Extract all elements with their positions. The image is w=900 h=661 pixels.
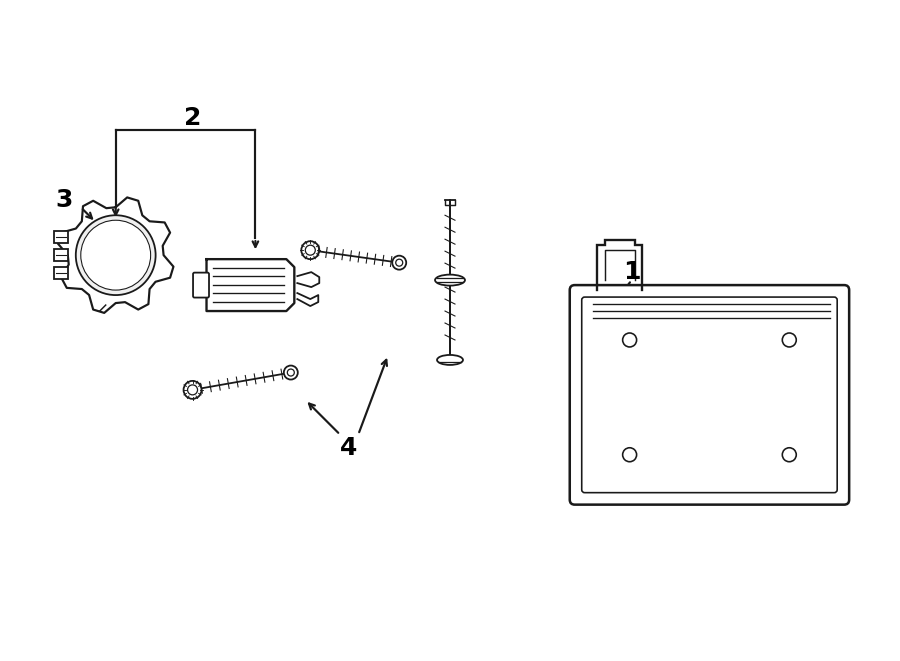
Text: 3: 3	[55, 188, 73, 212]
FancyBboxPatch shape	[581, 297, 837, 492]
FancyBboxPatch shape	[54, 249, 68, 261]
FancyBboxPatch shape	[54, 267, 68, 279]
Circle shape	[392, 256, 406, 270]
Circle shape	[623, 333, 636, 347]
Circle shape	[184, 381, 202, 399]
Circle shape	[782, 447, 796, 462]
Ellipse shape	[437, 355, 463, 365]
Bar	[770, 318, 821, 370]
FancyBboxPatch shape	[570, 285, 850, 504]
Circle shape	[287, 369, 294, 376]
Circle shape	[782, 333, 796, 347]
Text: 2: 2	[184, 106, 202, 130]
Circle shape	[284, 366, 298, 379]
Bar	[603, 380, 731, 460]
Circle shape	[302, 241, 319, 259]
Circle shape	[81, 220, 150, 290]
Circle shape	[187, 385, 197, 395]
Ellipse shape	[435, 274, 465, 286]
Bar	[764, 400, 816, 451]
Circle shape	[305, 245, 315, 255]
Circle shape	[396, 259, 402, 266]
Circle shape	[623, 447, 636, 462]
FancyBboxPatch shape	[193, 272, 209, 297]
Text: 4: 4	[339, 436, 357, 460]
Text: 1: 1	[623, 260, 641, 284]
FancyBboxPatch shape	[54, 231, 68, 243]
Circle shape	[76, 215, 156, 295]
